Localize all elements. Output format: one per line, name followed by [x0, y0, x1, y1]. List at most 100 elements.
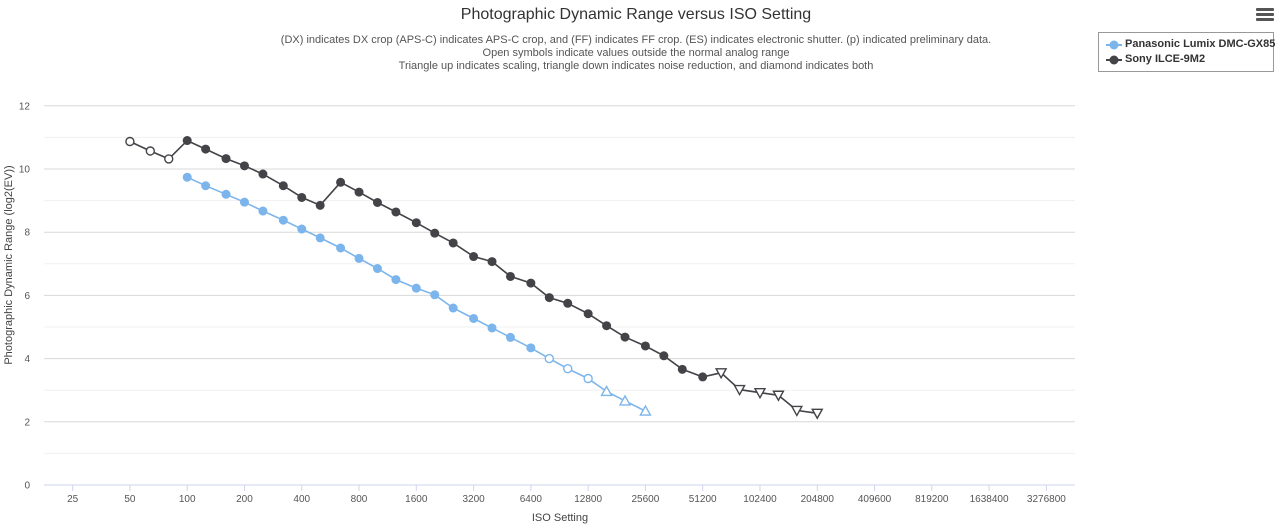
x-tick-label: 400 — [293, 494, 310, 505]
y-tick-label: 6 — [24, 291, 30, 302]
data-point[interactable] — [164, 154, 174, 164]
data-point[interactable] — [145, 146, 156, 156]
x-axis-title: ISO Setting — [532, 512, 588, 524]
data-point[interactable] — [733, 384, 746, 397]
data-point[interactable] — [526, 343, 536, 353]
data-point[interactable] — [354, 187, 364, 197]
data-point[interactable] — [677, 364, 687, 374]
data-point[interactable] — [563, 364, 573, 374]
data-point[interactable] — [315, 200, 325, 210]
data-point[interactable] — [811, 408, 824, 420]
chart-title: Photographic Dynamic Range versus ISO Se… — [460, 6, 812, 23]
data-point[interactable] — [278, 215, 288, 225]
x-tick-label: 819200 — [915, 494, 949, 505]
y-axis-title: Photographic Dynamic Range (log2(EV)) — [3, 165, 15, 364]
data-point[interactable] — [336, 177, 346, 187]
data-point[interactable] — [487, 323, 497, 333]
data-point[interactable] — [505, 332, 515, 342]
hamburger-menu-icon[interactable] — [1256, 8, 1274, 22]
data-point[interactable] — [182, 136, 192, 146]
x-tick-label: 1638400 — [970, 494, 1009, 505]
data-point[interactable] — [544, 293, 554, 303]
data-point[interactable] — [354, 253, 364, 263]
grid-lines — [44, 105, 1075, 454]
data-point[interactable] — [258, 169, 268, 179]
data-point[interactable] — [221, 189, 231, 199]
series-sony — [125, 136, 824, 420]
data-point[interactable] — [297, 224, 307, 234]
data-point[interactable] — [618, 394, 632, 406]
data-point[interactable] — [659, 351, 669, 361]
data-point[interactable] — [583, 309, 593, 319]
x-tick-label: 51200 — [689, 494, 717, 505]
data-point[interactable] — [125, 136, 135, 147]
data-point[interactable] — [391, 207, 401, 217]
chart-subtitle-line-3: Triangle up indicates scaling, triangle … — [398, 60, 874, 72]
x-tick-label: 3200 — [462, 494, 485, 505]
data-point[interactable] — [278, 181, 288, 191]
data-point[interactable] — [336, 243, 346, 253]
data-point[interactable] — [201, 144, 211, 154]
legend-marker-sony-icon — [1106, 55, 1122, 65]
data-point[interactable] — [258, 206, 268, 216]
data-point[interactable] — [430, 228, 440, 238]
series-layer — [125, 136, 824, 420]
data-point[interactable] — [620, 332, 630, 342]
x-tick-label: 100 — [179, 494, 196, 505]
legend-label-sony: Sony ILCE-9M2 — [1125, 53, 1206, 65]
data-point[interactable] — [448, 238, 458, 248]
data-point[interactable] — [391, 275, 401, 285]
y-tick-label: 12 — [19, 101, 31, 112]
data-point[interactable] — [753, 388, 767, 400]
data-point[interactable] — [372, 197, 382, 207]
axes: 0 2 4 6 8 10 12 25 50 100 200 400 800 1600 3200 6400 128… — [19, 101, 1075, 505]
y-tick-label: 10 — [19, 165, 31, 176]
data-point[interactable] — [487, 257, 497, 267]
data-point[interactable] — [469, 313, 479, 323]
chart-subtitle-line-1: (DX) indicates DX crop (APS-C) indicates… — [280, 34, 992, 46]
data-point[interactable] — [448, 303, 458, 313]
series-line — [129, 139, 818, 415]
data-point[interactable] — [583, 373, 593, 384]
data-point[interactable] — [600, 385, 613, 397]
data-point[interactable] — [297, 192, 307, 202]
x-tick-label: 12800 — [574, 494, 602, 505]
data-point[interactable] — [239, 197, 249, 207]
data-point[interactable] — [221, 154, 231, 164]
data-point[interactable] — [469, 252, 479, 262]
data-point[interactable] — [411, 218, 421, 228]
data-point[interactable] — [182, 172, 192, 182]
data-point[interactable] — [505, 271, 515, 281]
series-line — [186, 176, 646, 412]
legend-marker-panasonic-icon — [1106, 40, 1122, 50]
data-point[interactable] — [714, 368, 728, 380]
x-tick-label: 25600 — [632, 494, 660, 505]
chart-subtitle-line-2: Open symbols indicate values outside the… — [482, 47, 790, 59]
data-point[interactable] — [411, 283, 421, 293]
data-point[interactable] — [239, 161, 249, 171]
data-point[interactable] — [544, 353, 555, 364]
x-tick-label: 50 — [124, 494, 136, 505]
x-tick-label: 204800 — [801, 494, 835, 505]
legend-label-panasonic: Panasonic Lumix DMC-GX85 — [1125, 38, 1276, 50]
x-tick-label: 3276800 — [1027, 494, 1066, 505]
data-point[interactable] — [640, 341, 650, 351]
x-tick-label: 800 — [351, 494, 368, 505]
data-point[interactable] — [315, 233, 325, 243]
series-panasonic — [182, 172, 652, 416]
x-tick-label: 409600 — [858, 494, 892, 505]
y-tick-label: 8 — [24, 228, 30, 239]
y-tick-label: 2 — [24, 417, 30, 428]
data-point[interactable] — [201, 181, 211, 191]
data-point[interactable] — [790, 405, 804, 417]
data-point[interactable] — [526, 278, 536, 288]
x-tick-label: 6400 — [520, 494, 543, 505]
data-point[interactable] — [639, 404, 652, 416]
data-point[interactable] — [430, 290, 440, 300]
data-point[interactable] — [698, 372, 708, 382]
data-point[interactable] — [563, 298, 573, 308]
data-point[interactable] — [772, 390, 785, 402]
data-point[interactable] — [602, 321, 612, 331]
data-point[interactable] — [372, 264, 382, 274]
